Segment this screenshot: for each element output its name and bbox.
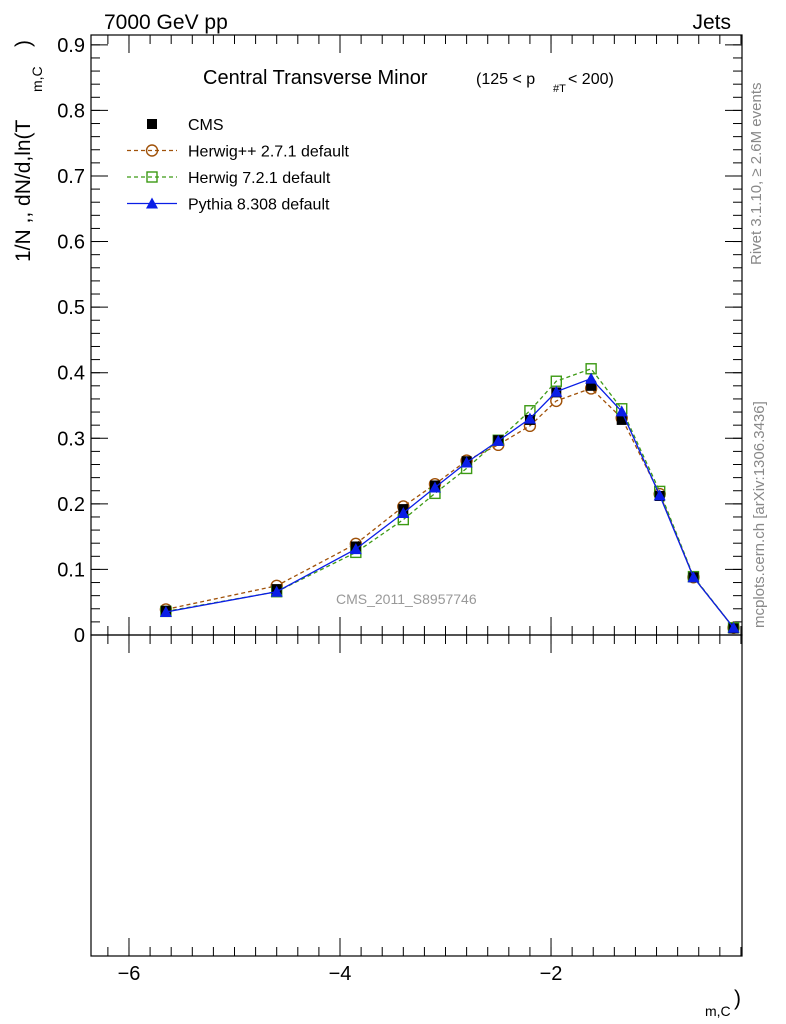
data-point — [159, 606, 172, 618]
series-line — [165, 387, 735, 629]
x-tick-label: −2 — [540, 963, 563, 985]
legend-entry: CMS — [147, 117, 224, 134]
legend-marker — [146, 171, 158, 183]
y-axis-label-close: ) — [12, 40, 35, 47]
data-point — [428, 481, 441, 493]
series-3 — [159, 372, 740, 633]
data-point — [270, 585, 283, 597]
data-point — [460, 456, 473, 468]
legend-label: Herwig 7.2.1 default — [188, 170, 331, 187]
data-point — [523, 412, 536, 424]
legend-label: Herwig++ 2.7.1 default — [188, 144, 350, 161]
x-tick-label: −6 — [118, 963, 141, 985]
title-cut: (125 < p — [476, 71, 535, 88]
y-tick-label: 0.8 — [57, 100, 85, 122]
y-tick-label: 0 — [74, 625, 85, 647]
y-axis-label: 1/N ,, dN/d,ln(T — [12, 119, 35, 262]
data-point — [727, 621, 740, 633]
data-point — [653, 489, 666, 501]
title-cut-sub: #T — [553, 83, 566, 95]
y-tick-label: 0.5 — [57, 297, 85, 319]
title-cut-post: < 200) — [568, 71, 614, 88]
y-tick-label: 0.9 — [57, 35, 85, 57]
data-point — [616, 414, 627, 425]
x-axis-label-sub: m,C — [705, 1003, 731, 1019]
x-tick-label: −4 — [329, 963, 352, 985]
legend-entry: Herwig++ 2.7.1 default — [127, 144, 350, 161]
data-point — [550, 385, 563, 397]
title-cut-pre: (125 < p — [476, 71, 535, 88]
legend-marker — [147, 119, 157, 129]
legend-marker — [145, 144, 159, 157]
data-point — [585, 363, 597, 375]
series-line — [165, 377, 735, 629]
y-tick-label: 0.3 — [57, 428, 85, 450]
series-line — [165, 368, 735, 629]
plot-title: Central Transverse Minor — [203, 67, 428, 89]
y-axis-label-sub: m,C — [29, 66, 45, 92]
data-point — [687, 571, 700, 583]
x-axis-label-close: ) — [734, 987, 741, 1010]
legend-entry: Herwig 7.2.1 default — [127, 170, 331, 187]
data-point — [585, 372, 598, 384]
data-point — [615, 405, 628, 417]
ratio-plot-frame — [90, 634, 743, 957]
legend-label: CMS — [188, 117, 224, 134]
y-tick-label: 0.1 — [57, 559, 85, 581]
y-tick-label: 0.6 — [57, 232, 85, 254]
header-left: 7000 GeV pp — [104, 11, 228, 34]
title-main: Central Transverse Minor — [203, 67, 428, 89]
data-point — [397, 507, 410, 519]
data-point — [492, 434, 505, 446]
legend-entry: Pythia 8.308 default — [127, 197, 330, 214]
data-point — [586, 380, 597, 391]
mcplots-label: mcplots.cern.ch [arXiv:1306.3436] — [751, 401, 768, 628]
rivet-label: Rivet 3.1.10, ≥ 2.6M events — [748, 83, 765, 266]
y-tick-label: 0.4 — [57, 363, 85, 385]
legend-marker — [146, 197, 158, 209]
data-point — [349, 543, 362, 555]
legend-label: Pythia 8.308 default — [188, 197, 330, 214]
y-tick-label: 0.2 — [57, 494, 85, 516]
header-right: Jets — [692, 11, 731, 34]
analysis-watermark: CMS_2011_S8957746 — [336, 591, 477, 607]
y-tick-label: 0.7 — [57, 166, 85, 188]
